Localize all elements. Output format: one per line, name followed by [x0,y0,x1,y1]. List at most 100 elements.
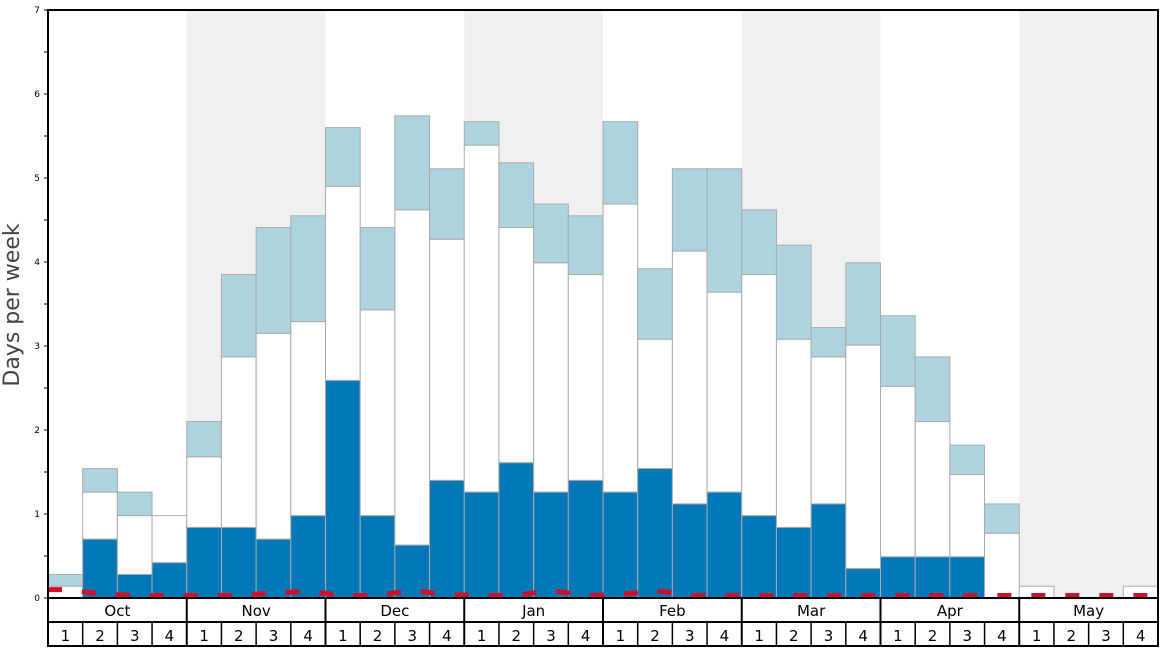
y-tick-label: 1 [34,510,40,520]
week-label: 4 [442,627,452,645]
month-label: Nov [241,602,270,620]
bar-middle [914,421,951,558]
bar-middle [567,274,604,481]
bar-middle [463,144,500,493]
bar-lower [394,544,431,599]
bar-middle [151,515,188,564]
bar-middle [359,309,396,517]
bar-middle [984,532,1020,599]
bar-middle [220,356,257,528]
y-tick-label: 4 [34,258,40,268]
week-label: 3 [685,627,695,645]
bar-lower [914,556,951,599]
y-tick-label: 3 [34,342,40,352]
bar-lower [429,479,465,599]
bar-lower [220,526,257,599]
bar-upper [394,115,431,211]
bar-middle [880,385,916,558]
bar-upper [116,491,153,517]
bar-lower [151,562,188,599]
bar-upper [220,274,257,358]
bar-upper [186,421,222,458]
week-label: 2 [234,627,244,645]
week-label: 2 [373,627,383,645]
week-label: 1 [893,627,903,645]
bar-lower [325,379,361,599]
bar-lower [186,526,222,599]
week-label: 4 [720,627,730,645]
bar-middle [671,250,708,505]
bar-upper [741,209,777,276]
week-label: 2 [512,627,522,645]
week-label: 4 [581,627,591,645]
month-label: Feb [659,602,686,620]
trend-line [48,587,1158,598]
bar-lower [567,479,604,599]
month-label: May [1073,602,1104,620]
week-label: 1 [616,627,626,645]
bar-lower [810,503,847,599]
bar-lower [741,515,777,599]
month-label: Mar [797,602,826,620]
week-label: 1 [754,627,764,645]
bar-lower [880,556,916,599]
y-tick-label: 7 [34,6,40,16]
week-label: 2 [789,627,799,645]
bar-lower [775,526,812,599]
bar-upper [255,227,292,334]
bar-middle [290,321,326,517]
y-tick-label: 2 [34,426,40,436]
bar-lower [706,491,743,599]
bar-upper [949,444,986,476]
bar-lower [637,468,673,599]
bar-lower [533,491,569,599]
week-label: 2 [928,627,938,645]
bar-upper [671,168,708,252]
bar-middle [394,209,431,546]
bar-upper [880,315,916,387]
week-label: 3 [407,627,417,645]
bar-middle [741,274,777,517]
bar-upper [602,121,639,205]
bar-middle [775,338,812,528]
bar-upper [290,215,326,323]
week-label: 1 [199,627,209,645]
bar-upper [325,127,361,187]
week-label: 4 [858,627,868,645]
bar-middle [429,238,465,481]
bar-upper [82,468,118,493]
week-label: 3 [269,627,279,645]
bar-upper [845,262,881,346]
week-label: 4 [997,627,1007,645]
bar-middle [533,262,569,493]
week-label: 2 [650,627,660,645]
bar-middle [845,344,881,570]
week-label: 4 [303,627,313,645]
y-tick-label: 6 [34,90,40,100]
month-shade [1019,10,1158,598]
month-label: Oct [104,602,130,620]
bar-upper [567,215,604,276]
bar-middle [949,474,986,558]
bar-upper [429,168,465,240]
week-label: 2 [1067,627,1077,645]
bar-upper [533,203,569,264]
bar-lower [949,556,986,599]
week-label: 3 [1101,627,1111,645]
bar-middle [186,456,222,528]
bar-lower [602,491,639,599]
bar-middle [498,227,535,464]
bar-lower [290,515,326,599]
bar-upper [47,573,84,587]
month-label: Jan [521,602,545,620]
bar-upper [637,268,673,340]
bar-lower [463,491,500,599]
bar-lower [671,503,708,599]
bar-upper [914,356,951,423]
week-label: 1 [61,627,71,645]
bar-lower [359,515,396,599]
week-label: 3 [962,627,972,645]
week-label: 3 [824,627,834,645]
bar-middle [82,491,118,540]
